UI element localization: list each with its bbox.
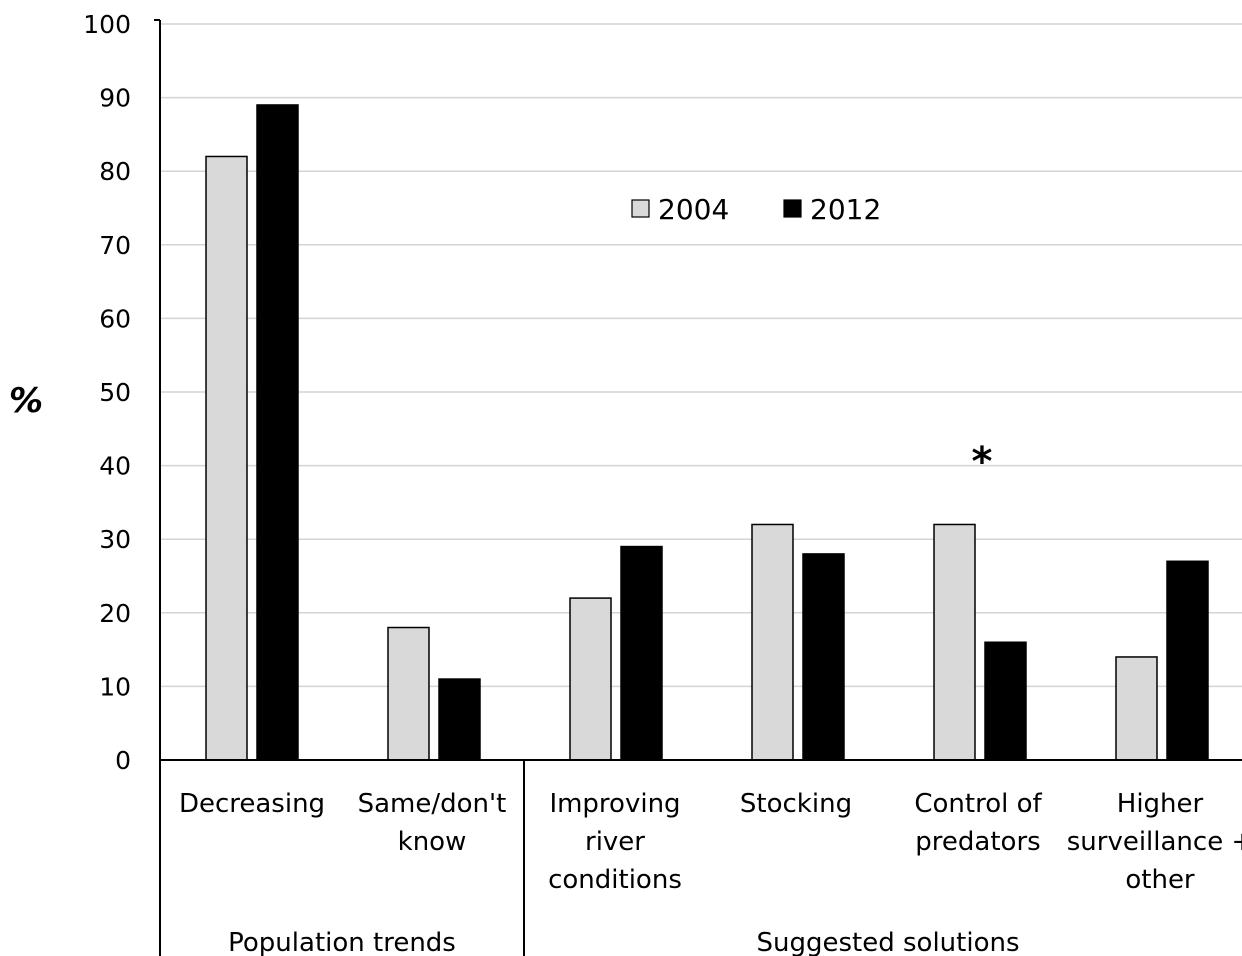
bar-2012-1	[438, 678, 481, 761]
category-label: Stocking	[740, 789, 852, 819]
bar-2004-3	[751, 523, 794, 761]
category-label: Decreasing	[179, 789, 325, 819]
axes	[154, 19, 1242, 956]
significance-asterisk: *	[972, 439, 993, 485]
category-label: Control of predators	[914, 789, 1042, 857]
group-label: Population trends	[228, 928, 456, 956]
category-labels: Decreasing Same/don't know Improving river co…	[179, 789, 1242, 895]
y-tick-label: 0	[115, 746, 131, 775]
bar-2012-2	[620, 545, 663, 761]
y-tick-label: 50	[99, 378, 131, 407]
y-tick-label: 100	[83, 10, 131, 39]
legend-swatch-2004	[631, 199, 650, 218]
y-tick-label: 10	[99, 672, 131, 701]
y-axis-label: %	[9, 381, 43, 421]
bar-2004-1	[387, 626, 430, 761]
group-label: Suggested solutions	[757, 928, 1020, 956]
gridlines	[160, 23, 1242, 688]
annotations: *	[972, 439, 993, 485]
legend-label-2004: 2004	[658, 193, 729, 226]
y-tick-labels: 0 10 20 30 40 50 60 70 80 90 100	[83, 10, 131, 775]
bar-2004-4	[933, 523, 976, 761]
bar-2004-2	[569, 597, 612, 761]
y-tick-label: 60	[99, 304, 131, 333]
y-tick-label: 40	[99, 452, 131, 481]
bar-2012-5	[1166, 560, 1209, 761]
bar-2012-4	[984, 641, 1027, 761]
y-tick-label: 90	[99, 84, 131, 113]
y-tick-label: 80	[99, 157, 131, 186]
category-label: Improving river conditions	[548, 789, 682, 895]
bar-2012-3	[802, 553, 845, 761]
legend-swatch-2012	[783, 199, 802, 218]
y-tick-label: 70	[99, 231, 131, 260]
category-label: Higher surveillance + other	[1067, 789, 1242, 895]
bar-2004-0	[205, 155, 248, 761]
category-label: Same/don't know	[358, 789, 507, 857]
legend-label-2012: 2012	[810, 193, 881, 226]
bar-2004-5	[1115, 656, 1158, 761]
group-labels: Population trends Suggested solutions	[228, 928, 1019, 956]
bar-2012-0	[256, 104, 299, 761]
y-tick-label: 30	[99, 525, 131, 554]
legend: 2004 2012	[631, 193, 881, 226]
y-tick-label: 20	[99, 599, 131, 628]
